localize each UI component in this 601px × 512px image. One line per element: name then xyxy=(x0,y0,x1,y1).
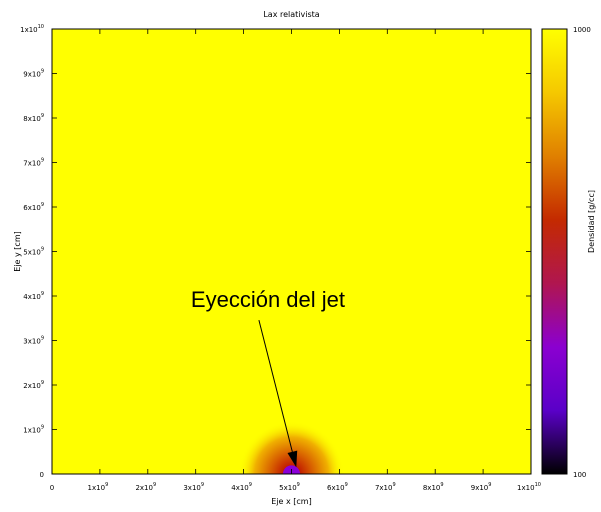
x-tick-label: 3x109 xyxy=(183,482,204,492)
y-tick-label: 3x109 xyxy=(23,336,44,346)
y-tick-label: 2x109 xyxy=(23,380,44,390)
x-tick-label: 6x109 xyxy=(327,482,348,492)
x-axis: 0 1x109 2x109 3x109 4x109 5x109 6x109 7x109 8x10… xyxy=(50,29,541,492)
x-tick-label: 1x109 xyxy=(88,482,109,492)
y-tick-label: 0 xyxy=(40,471,44,479)
x-tick-label: 1x1010 xyxy=(517,482,541,492)
x-tick-label: 8x109 xyxy=(423,482,444,492)
y-tick-label: 9x109 xyxy=(23,69,44,79)
y-tick-label: 4x109 xyxy=(23,291,44,301)
chart-title: Lax relativista xyxy=(263,10,319,19)
x-tick-label: 4x109 xyxy=(231,482,252,492)
y-tick-label: 6x109 xyxy=(23,202,44,212)
colorbar xyxy=(541,28,568,475)
y-tick-label: 7x109 xyxy=(23,158,44,168)
x-tick-label: 7x109 xyxy=(375,482,396,492)
colorbar-label: Densidad [g/cc] xyxy=(587,190,596,253)
annotation-arrowhead xyxy=(287,450,298,468)
colorbar-axis: 1000 100 xyxy=(542,26,591,479)
x-tick-label: 5x109 xyxy=(279,482,300,492)
density-field xyxy=(52,29,531,474)
annotation-text: Eyección del jet xyxy=(191,287,345,312)
y-axis-label: Eje y [cm] xyxy=(13,231,22,271)
y-tick-label: 1x109 xyxy=(23,425,44,435)
y-tick-label: 5x109 xyxy=(23,247,44,257)
colorbar-tick-label: 1000 xyxy=(573,26,591,34)
y-tick-label: 1x1010 xyxy=(20,24,44,34)
x-tick-label: 2x109 xyxy=(135,482,156,492)
x-tick-label: 9x109 xyxy=(471,482,492,492)
x-tick-label: 0 xyxy=(50,484,54,492)
plot-area xyxy=(52,29,531,474)
annotation-arrow xyxy=(258,320,293,452)
y-axis: 0 1x109 2x109 3x109 4x109 5x109 6x109 7x109 8x10… xyxy=(20,24,531,479)
x-axis-label: Eje x [cm] xyxy=(271,497,311,506)
y-tick-label: 8x109 xyxy=(23,113,44,123)
colorbar-tick-label: 100 xyxy=(573,471,586,479)
